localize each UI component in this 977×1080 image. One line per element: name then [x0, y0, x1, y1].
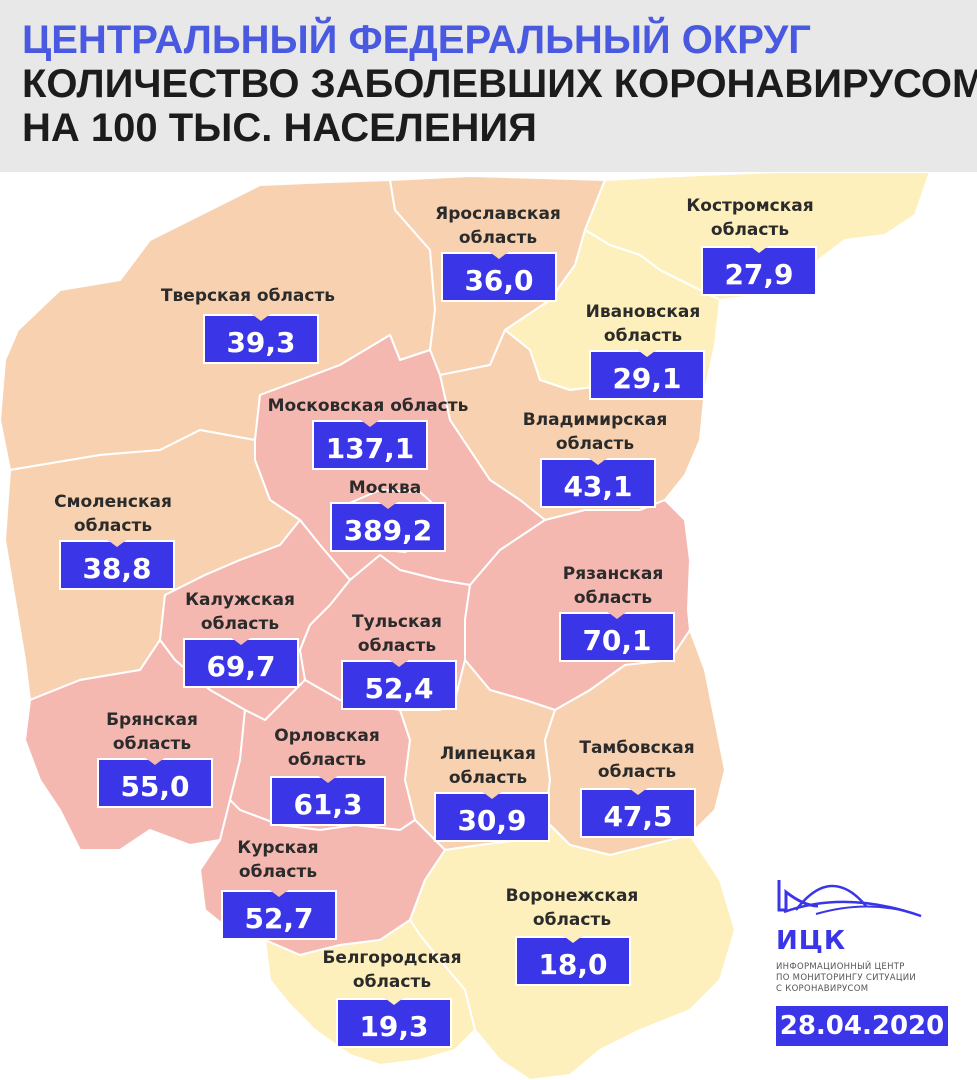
region-label-voronezh: Воронежская область	[505, 886, 639, 930]
region-label-smolensk: Смоленская область	[54, 492, 172, 536]
value-box-yaroslavl: 36,0	[441, 252, 557, 302]
value-box-tambov: 47,5	[580, 788, 696, 838]
value-box-vladimir: 43,1	[540, 458, 656, 508]
value-box-ryazan: 70,1	[559, 612, 675, 662]
region-label-orel: Орловская область	[274, 726, 380, 770]
logo-text-line-3: С КОРОНАВИРУСОМ	[776, 984, 869, 994]
value-box-moscow-oblast: 137,1	[312, 420, 428, 470]
ick-logo-mark-icon	[777, 880, 922, 918]
value-box-lipetsk: 30,9	[434, 792, 550, 842]
map-title: ЦЕНТРАЛЬНЫЙ ФЕДЕРАЛЬНЫЙ ОКРУГ	[22, 18, 811, 62]
value-box-tula: 52,4	[341, 660, 457, 710]
value-box-kursk: 52,7	[221, 890, 337, 940]
value-box-voronezh: 18,0	[515, 936, 631, 986]
value-box-smolensk: 38,8	[59, 540, 175, 590]
region-label-vladimir: Владимирская область	[522, 410, 668, 454]
region-label-kostroma: Костромская область	[686, 196, 814, 240]
region-label-ryazan: Рязанская область	[562, 564, 664, 608]
logo-abbreviation: ИЦК	[776, 926, 847, 956]
region-label-tver: Тверская область	[160, 286, 336, 306]
value-box-kostroma: 27,9	[701, 246, 817, 296]
region-label-moscow-oblast: Московская область	[267, 396, 469, 416]
value-box-belgorod: 19,3	[336, 998, 452, 1048]
value-box-tver: 39,3	[203, 314, 319, 364]
value-box-ivanovo: 29,1	[589, 350, 705, 400]
region-label-kursk: Курская область	[237, 838, 319, 882]
map-subtitle-line-1: КОЛИЧЕСТВО ЗАБОЛЕВШИХ КОРОНАВИРУСОМ	[22, 62, 977, 106]
ick-logo: ИЦК ИНФОРМАЦИОННЫЙ ЦЕНТР ПО МОНИТОРИНГУ …	[776, 876, 956, 994]
date-badge: 28.04.2020	[776, 1006, 948, 1046]
region-label-lipetsk: Липецкая область	[440, 744, 536, 788]
region-label-yaroslavl: Ярославская область	[435, 204, 561, 248]
region-label-bryansk: Брянская область	[106, 710, 198, 754]
region-label-belgorod: Белгородская область	[322, 948, 462, 992]
value-box-orel: 61,3	[270, 776, 386, 826]
region-label-ivanovo: Ивановская область	[585, 302, 701, 346]
value-box-moscow: 389,2	[330, 502, 446, 552]
logo-text-line-1: ИНФОРМАЦИОННЫЙ ЦЕНТР	[776, 962, 905, 972]
region-label-tula: Тульская область	[352, 612, 442, 656]
date-text: 28.04.2020	[779, 1011, 945, 1041]
region-label-moscow: Москва	[348, 478, 422, 498]
logo-text-line-2: ПО МОНИТОРИНГУ СИТУАЦИИ	[776, 973, 917, 983]
value-box-bryansk: 55,0	[97, 758, 213, 808]
map-area: Тверская область 39,3 Ярославская област…	[0, 172, 977, 1080]
region-label-tambov: Тамбовская область	[579, 738, 695, 782]
region-label-kaluga: Калужская область	[185, 590, 295, 634]
map-subtitle-line-2: НА 100 ТЫС. НАСЕЛЕНИЯ	[22, 106, 537, 150]
header: ЦЕНТРАЛЬНЫЙ ФЕДЕРАЛЬНЫЙ ОКРУГ КОЛИЧЕСТВО…	[0, 0, 977, 172]
value-box-kaluga: 69,7	[183, 638, 299, 688]
